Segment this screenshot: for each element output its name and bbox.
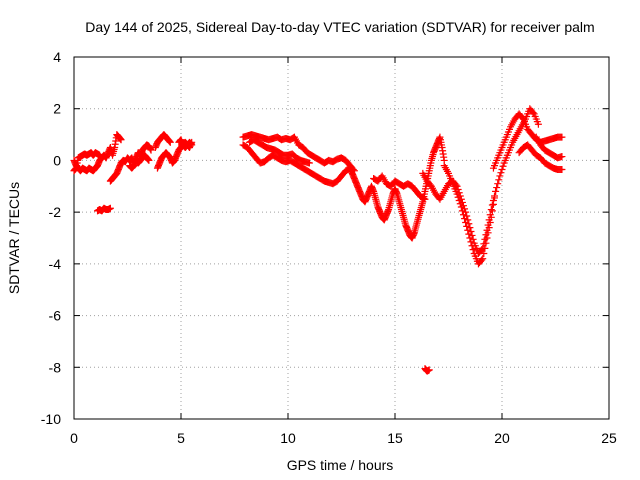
data-point bbox=[558, 133, 566, 141]
data-point bbox=[455, 197, 463, 205]
data-point bbox=[489, 200, 497, 208]
data-point bbox=[487, 213, 495, 221]
data-point bbox=[468, 242, 476, 250]
y-axis-label: SDTVAR / TECUs bbox=[6, 182, 22, 294]
y-tick-label: 4 bbox=[53, 49, 61, 65]
data-point bbox=[478, 256, 486, 264]
x-tick-label: 20 bbox=[494, 430, 510, 446]
data-point bbox=[145, 156, 153, 164]
series-track-d bbox=[106, 141, 155, 185]
data-point bbox=[529, 109, 537, 117]
data-point bbox=[454, 193, 462, 201]
data-point bbox=[466, 234, 474, 242]
x-tick-label: 5 bbox=[177, 430, 185, 446]
x-tick-label: 10 bbox=[280, 430, 296, 446]
x-tick-label: 25 bbox=[601, 430, 617, 446]
plot-frame bbox=[73, 56, 610, 420]
series-track-r bbox=[515, 141, 566, 173]
data-point bbox=[558, 153, 566, 161]
data-point bbox=[147, 146, 155, 154]
data-point bbox=[469, 246, 477, 254]
data-point bbox=[479, 255, 487, 263]
data-point bbox=[463, 222, 471, 230]
data-point bbox=[558, 165, 566, 173]
data-point bbox=[456, 200, 464, 208]
series-track-f bbox=[151, 131, 174, 151]
y-tick-label: -10 bbox=[41, 411, 61, 427]
series-track-j bbox=[239, 141, 354, 188]
data-point bbox=[467, 238, 475, 246]
data-point bbox=[485, 224, 493, 232]
data-point bbox=[486, 218, 494, 226]
data-point bbox=[534, 120, 542, 128]
data-point bbox=[497, 169, 505, 177]
data-point bbox=[305, 159, 313, 167]
y-tick-label: -8 bbox=[49, 359, 62, 375]
x-tick-label: 15 bbox=[387, 430, 403, 446]
data-point bbox=[482, 239, 490, 247]
series-track-a bbox=[70, 131, 125, 175]
data-point bbox=[493, 184, 501, 192]
data-point bbox=[464, 226, 472, 234]
axis-ticks bbox=[73, 56, 610, 420]
series-track-b bbox=[70, 149, 104, 175]
grid-lines bbox=[74, 57, 609, 419]
y-tick-labels: 4 2 0 -2 -4 -6 -8 -10 bbox=[41, 49, 61, 427]
x-axis-label: GPS time / hours bbox=[287, 457, 394, 473]
data-point bbox=[491, 194, 499, 202]
series-track-s bbox=[532, 133, 566, 162]
series-track-i bbox=[239, 131, 358, 175]
data-points bbox=[70, 105, 566, 375]
y-tick-label: 2 bbox=[53, 101, 61, 117]
data-point bbox=[498, 165, 506, 173]
series-track-c bbox=[94, 204, 114, 215]
data-point bbox=[495, 176, 503, 184]
data-point bbox=[465, 230, 473, 238]
data-point bbox=[425, 366, 433, 374]
series-track-k bbox=[245, 136, 313, 167]
y-tick-label: 0 bbox=[53, 152, 61, 168]
series-track-h bbox=[175, 136, 196, 151]
data-point bbox=[488, 207, 496, 215]
data-point bbox=[453, 190, 461, 198]
data-point bbox=[462, 218, 470, 226]
data-point bbox=[188, 138, 196, 146]
data-point bbox=[458, 207, 466, 215]
data-point bbox=[492, 187, 500, 195]
series-track-p bbox=[440, 105, 542, 268]
series-track-t bbox=[421, 365, 433, 375]
data-point bbox=[459, 211, 467, 219]
x-tick-labels: 0 5 10 15 20 25 bbox=[70, 430, 617, 446]
x-tick-label: 0 bbox=[70, 430, 78, 446]
data-point bbox=[496, 172, 504, 180]
data-point bbox=[481, 244, 489, 252]
data-point bbox=[117, 136, 125, 144]
data-point bbox=[487, 206, 495, 214]
data-point bbox=[457, 203, 465, 211]
data-point bbox=[480, 250, 488, 258]
series-track-m bbox=[370, 172, 429, 203]
data-point bbox=[484, 229, 492, 237]
data-point bbox=[96, 151, 104, 159]
data-point bbox=[478, 246, 486, 254]
data-point bbox=[106, 204, 114, 212]
series-track-l bbox=[346, 164, 418, 242]
series-track-e bbox=[126, 151, 153, 172]
series-track-o bbox=[419, 169, 500, 258]
y-tick-label: -6 bbox=[49, 308, 62, 324]
data-point bbox=[166, 138, 174, 146]
y-tick-label: -2 bbox=[49, 204, 62, 220]
data-point bbox=[518, 114, 526, 122]
y-tick-label: -4 bbox=[49, 256, 62, 272]
data-point bbox=[494, 180, 502, 188]
chart-title: Day 144 of 2025, Sidereal Day-to-day VTE… bbox=[85, 19, 594, 35]
data-point bbox=[499, 162, 507, 170]
data-point bbox=[483, 234, 491, 242]
data-point bbox=[461, 215, 469, 223]
